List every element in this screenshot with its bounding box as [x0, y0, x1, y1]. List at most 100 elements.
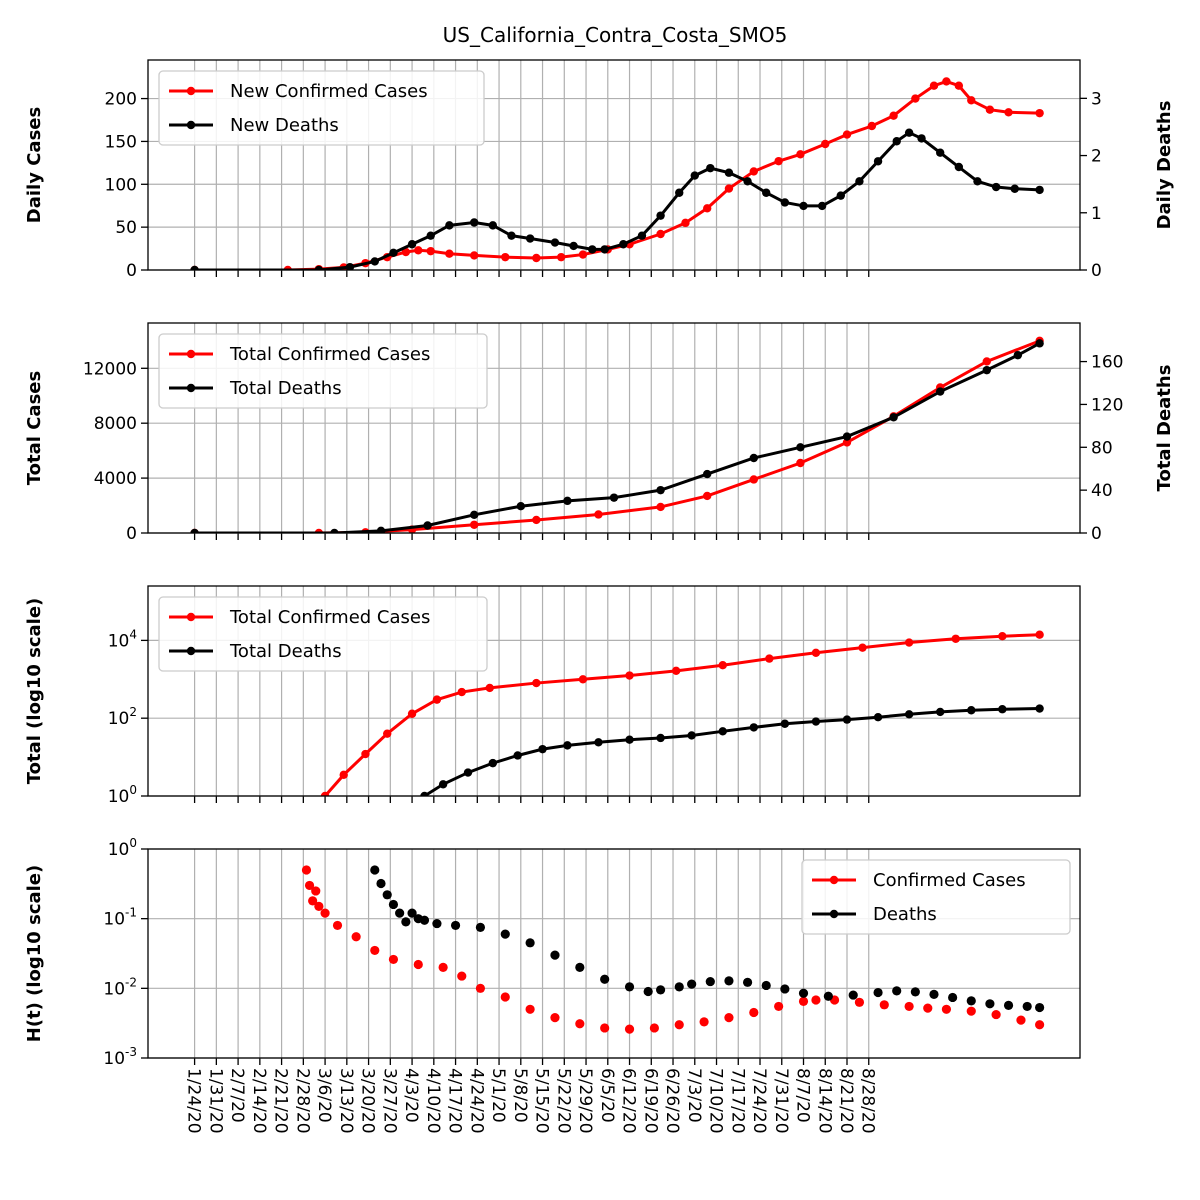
- series-new-confirmed-cases-point: [470, 251, 479, 260]
- series-new-confirmed-cases-point: [889, 111, 898, 120]
- legend-label: Total Confirmed Cases: [229, 607, 430, 628]
- series-confirmed-cases-point: [332, 920, 343, 931]
- series-deaths-point: [910, 987, 920, 997]
- axes-frame: [147, 848, 1081, 1059]
- series-confirmed-cases-point: [649, 1023, 659, 1033]
- series-confirmed-cases-point: [923, 1003, 933, 1013]
- series-total-deaths-point: [998, 705, 1007, 714]
- series-total-deaths-point: [609, 493, 619, 502]
- series-total-confirmed-cases-point: [625, 671, 634, 680]
- x-tick-label: 3/6/20: [314, 1068, 334, 1123]
- series-deaths-point: [432, 918, 442, 929]
- series-deaths-point: [376, 878, 386, 889]
- y-right-tick-label: 120: [1091, 395, 1123, 415]
- series-confirmed-cases-point: [550, 1013, 560, 1023]
- x-tick-label: 6/12/20: [619, 1068, 639, 1134]
- series-total-confirmed-cases-point: [320, 791, 330, 796]
- series-confirmed-cases-point: [854, 997, 865, 1007]
- series-confirmed-cases-point: [388, 954, 399, 965]
- y-tick-label: 10-1: [103, 906, 137, 930]
- series-new-deaths-point: [407, 240, 417, 249]
- y-tick-label: 150: [105, 132, 137, 152]
- series-confirmed-cases-point: [798, 996, 809, 1006]
- series-deaths-point: [395, 908, 405, 918]
- series-total-confirmed-cases-point: [1035, 630, 1044, 639]
- series-deaths-point: [624, 982, 635, 992]
- x-tick-label: 1/31/20: [205, 1068, 225, 1134]
- series-confirmed-cases-point: [904, 1001, 914, 1012]
- series-total-confirmed-cases-point: [656, 502, 665, 512]
- y-tick-label: 102: [108, 705, 137, 729]
- panel-total: 0 4000 8000 12000 0 40 80 120 160 Total Cases Tota…: [24, 322, 1175, 544]
- series-total-deaths-point: [594, 738, 603, 747]
- series-total-confirmed-cases-point: [457, 687, 466, 697]
- series-total-confirmed-cases-point: [749, 475, 758, 484]
- series-total-deaths-point: [842, 432, 852, 441]
- x-tick-label: 5/29/20: [575, 1068, 595, 1134]
- series-new-confirmed-cases-point: [501, 252, 510, 262]
- series-total-deaths-point: [516, 502, 525, 511]
- x-tick-labels: 1/24/20 1/31/20 2/7/20 2/14/20 2/21/20 2/28/2…: [184, 1068, 878, 1134]
- x-tick-label: 6/5/20: [597, 1068, 617, 1123]
- series-deaths-point: [966, 996, 976, 1006]
- legend-label: Deaths: [873, 904, 937, 925]
- x-tick-label: 8/14/20: [814, 1068, 834, 1134]
- series-group: [190, 77, 1044, 270]
- series-new-confirmed-cases-point: [1004, 108, 1013, 117]
- y-right-tick-label: 1: [1091, 204, 1102, 224]
- series-new-deaths-point: [675, 188, 684, 197]
- legend: Confirmed Cases Deaths: [801, 859, 1071, 935]
- series-new-deaths-point: [569, 241, 578, 251]
- series-total-deaths-point: [438, 780, 448, 789]
- y-tick-label: 12000: [83, 359, 137, 379]
- series-deaths-point: [382, 890, 392, 900]
- x-tick-label: 8/28/20: [858, 1068, 878, 1134]
- series-total-deaths-point: [470, 510, 479, 519]
- series-deaths-point: [705, 976, 715, 987]
- series-deaths-point: [450, 920, 461, 931]
- series-new-confirmed-cases-point: [867, 121, 877, 131]
- x-tick-label: 4/10/20: [423, 1068, 443, 1134]
- y-axis-label: Total (log10 scale): [24, 598, 45, 785]
- y-axis-label: H(t) (log10 scale): [24, 865, 45, 1043]
- series-new-confirmed-cases-point: [954, 81, 964, 90]
- series-total-deaths-point: [718, 727, 727, 736]
- panel-daily: 0 50 100 150 200 0 1 2 3 Daily Cases Daily Deaths N…: [24, 59, 1175, 281]
- series-new-deaths-point: [600, 245, 609, 254]
- series-new-deaths-point: [588, 245, 597, 254]
- y-right-axis-label: Daily Deaths: [1154, 101, 1175, 230]
- series-new-deaths-point: [855, 177, 864, 186]
- series-deaths-point: [419, 915, 430, 925]
- series-deaths-point: [985, 999, 995, 1009]
- legend-label: New Confirmed Cases: [230, 81, 428, 102]
- series-confirmed-cases-point: [351, 932, 361, 942]
- legend-box: [158, 70, 485, 146]
- series-confirmed-cases-point: [600, 1023, 610, 1033]
- y-tick-label: 10-3: [103, 1045, 137, 1069]
- legend-marker: [829, 875, 839, 885]
- series-total-deaths-point: [703, 469, 712, 479]
- series-new-confirmed-cases-point: [703, 204, 712, 213]
- series-new-confirmed-cases-point: [556, 252, 566, 262]
- series-new-deaths-point: [724, 168, 734, 177]
- series-total-deaths-point: [1013, 350, 1023, 360]
- x-tick-label: 7/17/20: [727, 1068, 747, 1134]
- series-new-confirmed-cases-point: [749, 167, 758, 176]
- x-tick-label: 6/26/20: [662, 1068, 682, 1134]
- series-new-deaths-point: [488, 221, 498, 230]
- series-total-confirmed-cases-point: [796, 458, 805, 468]
- series-total-confirmed-cases-point: [361, 749, 370, 759]
- series-group: [190, 336, 1044, 533]
- legend-marker: [186, 120, 196, 130]
- series-new-confirmed-cases-point: [401, 247, 411, 257]
- legend-box: [801, 859, 1071, 935]
- x-tick-label: 7/24/20: [749, 1068, 769, 1134]
- series-group: [320, 630, 1044, 796]
- series-total-deaths-point: [656, 485, 665, 495]
- series-total-deaths-point: [1035, 704, 1044, 713]
- legend-label: Confirmed Cases: [873, 870, 1026, 891]
- x-tick-label: 5/1/20: [488, 1068, 508, 1123]
- legend-label: New Deaths: [230, 115, 339, 136]
- legend-marker: [186, 612, 196, 622]
- series-new-deaths-point: [550, 238, 560, 247]
